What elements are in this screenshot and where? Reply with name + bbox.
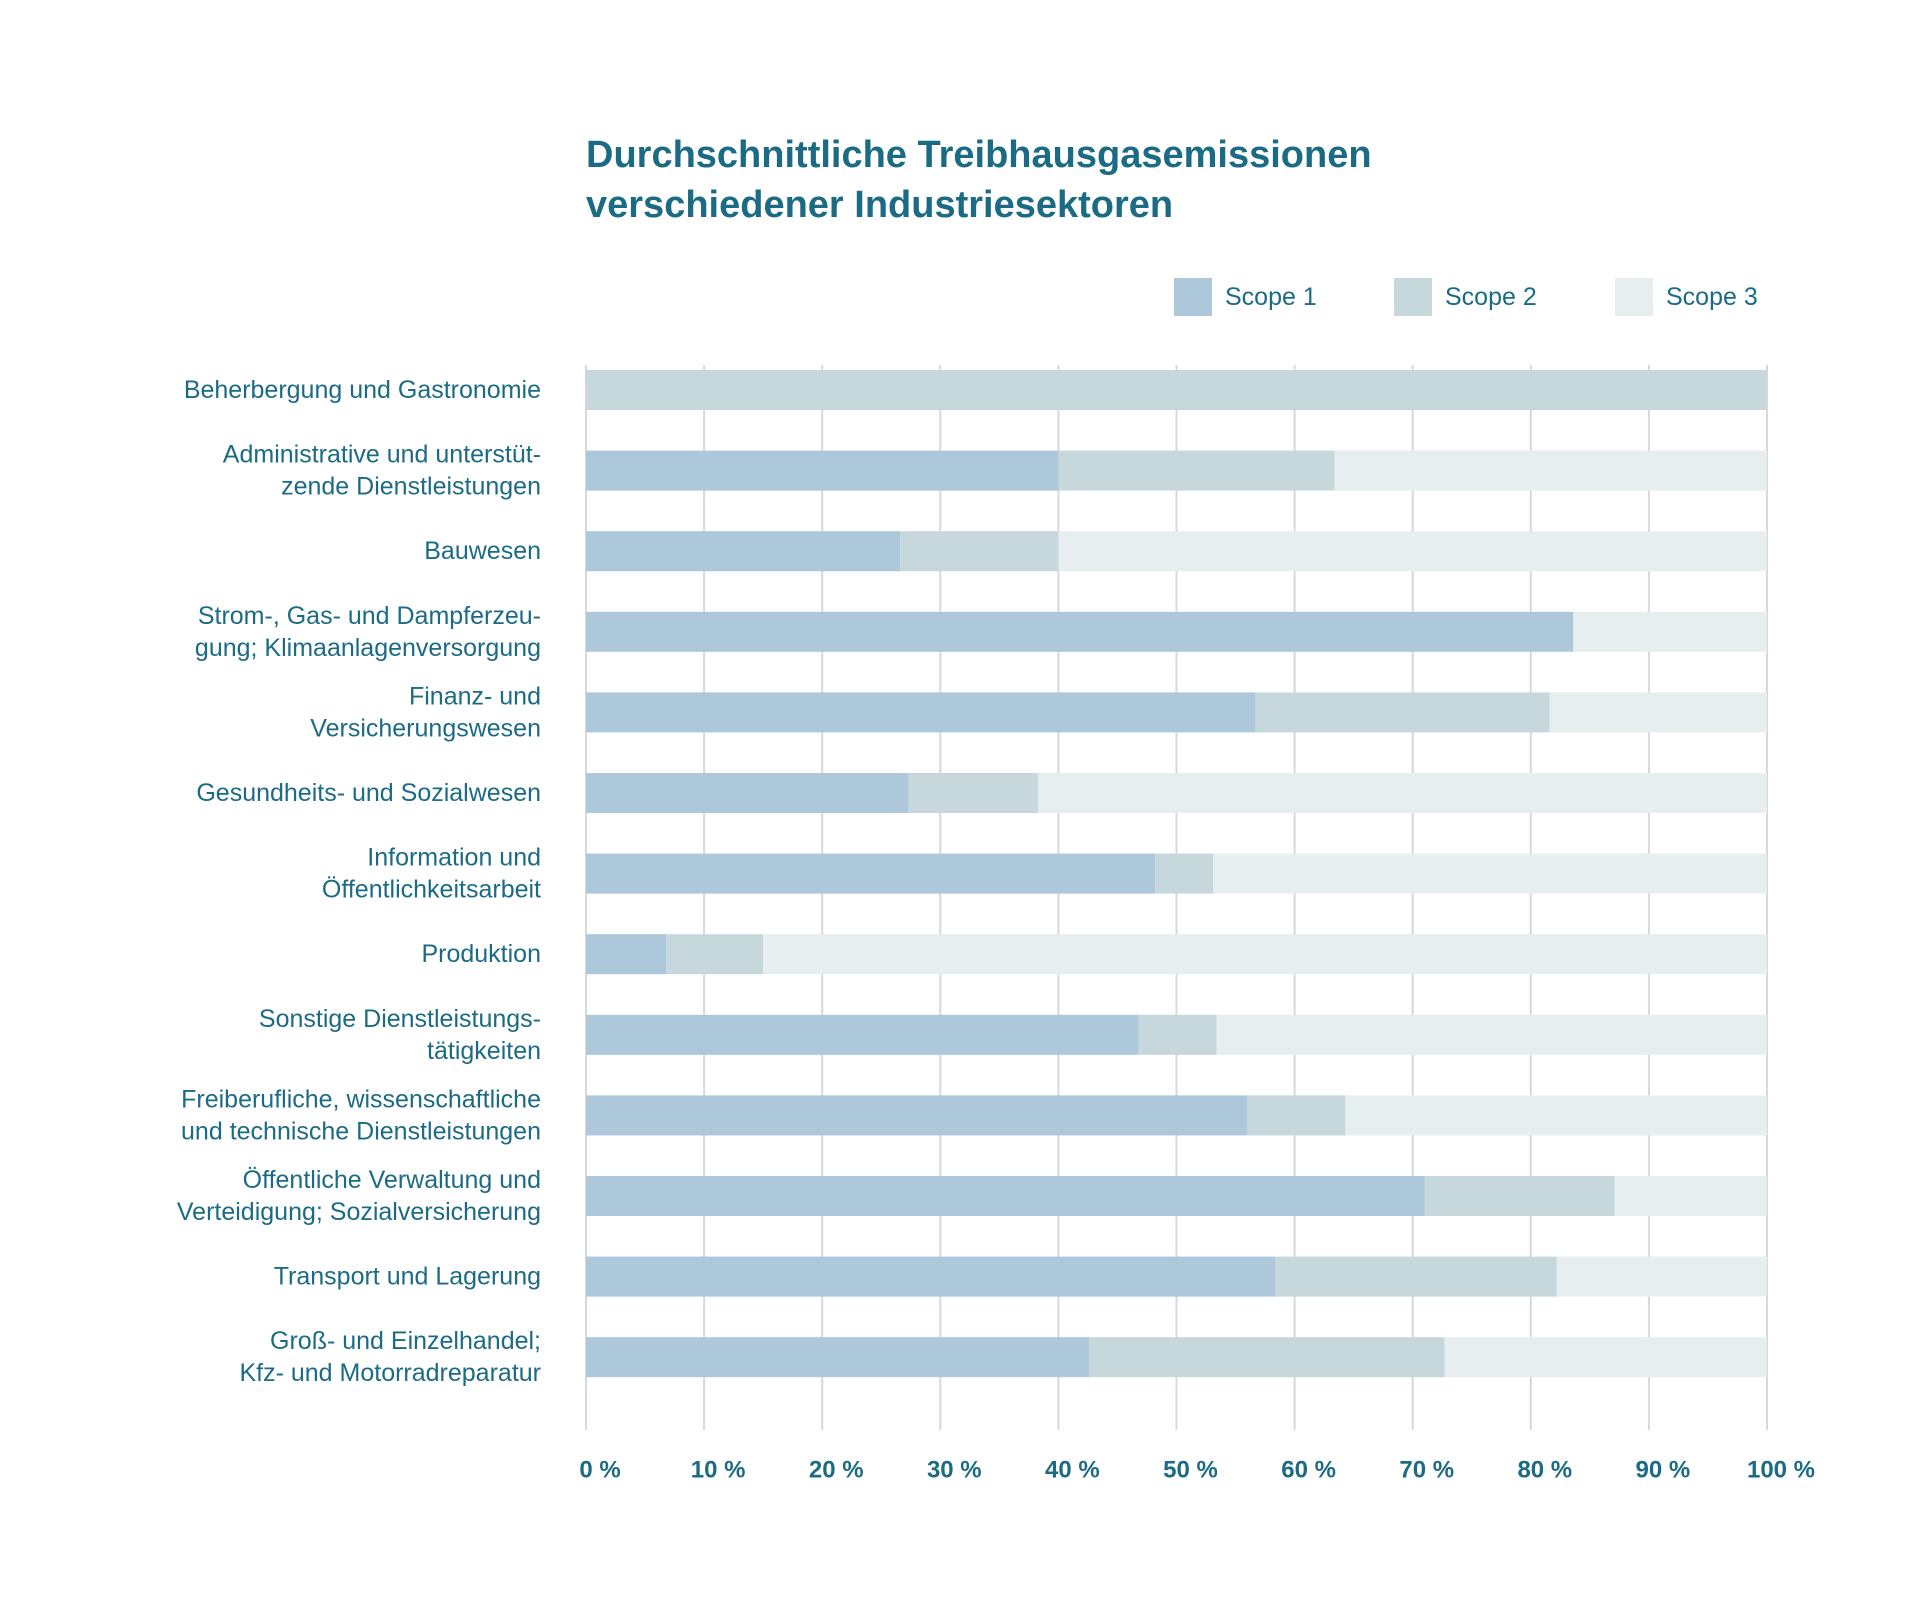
category-label-line: Finanz- und	[409, 682, 541, 710]
x-tick-label: 40 %	[1045, 1457, 1100, 1484]
category-label: Information und Öffentlichkeitsarbeit	[322, 844, 541, 904]
x-tick-label: 30 %	[927, 1457, 982, 1484]
legend-swatch-scope-3	[1615, 278, 1653, 316]
bar-segment-scope-2	[586, 370, 1767, 410]
category-label-line: gung; Klimaanlagenversorgung	[195, 634, 541, 662]
bar-segment-scope-3	[1444, 1337, 1767, 1378]
category-label-line: Administrative und unterstüt-	[223, 441, 541, 469]
bar-segment-scope-1	[586, 934, 667, 975]
x-tick-label: 50 %	[1163, 1457, 1218, 1484]
category-label: Finanz- und Versicherungswesen	[310, 682, 541, 742]
bar-segment-scope-3	[1345, 1095, 1767, 1136]
bar-segment-scope-1	[586, 1095, 1248, 1136]
bar-segment-scope-3	[1213, 853, 1767, 894]
x-tick-label: 0 %	[579, 1457, 620, 1484]
bar-segment-scope-2	[900, 531, 1059, 572]
category-label-line: tätigkeiten	[427, 1037, 541, 1065]
legend-swatch-scope-1	[1174, 278, 1212, 316]
category-label-line: Öffentliche Verwaltung und	[243, 1166, 541, 1194]
category-label: Transport und Lagerung	[274, 1263, 541, 1291]
category-label-line: Produktion	[421, 940, 541, 968]
bar-segment-scope-1	[586, 853, 1156, 894]
bar-segment-scope-2	[1255, 692, 1550, 733]
bar-segment-scope-1	[586, 773, 909, 813]
bar-segment-scope-1	[586, 1337, 1090, 1378]
bar-segment-scope-2	[1138, 1014, 1217, 1055]
category-label: Sonstige Dienstleistungs-tätigkeiten	[259, 1005, 541, 1065]
x-tick-label: 10 %	[691, 1457, 746, 1484]
category-label: Strom-, Gas- und Dampferzeu-gung; Klimaa…	[195, 602, 541, 662]
category-label: Öffentliche Verwaltung und Verteidigung; …	[177, 1166, 541, 1226]
category-label: Gesundheits- und Sozialwesen	[196, 779, 541, 807]
bar-segment-scope-1	[586, 611, 1574, 652]
category-label-line: Transport und Lagerung	[274, 1263, 541, 1291]
x-tick-label: 70 %	[1399, 1457, 1454, 1484]
legend-label-scope-1: Scope 1	[1225, 283, 1317, 311]
legend-label-scope-2: Scope 2	[1445, 283, 1537, 311]
category-label-line: zende Dienstleistungen	[281, 473, 541, 501]
bar-segment-scope-1	[586, 450, 1059, 491]
chart-title-line-1: Durchschnittliche Treibhausgasemissionen	[586, 134, 1372, 176]
category-label-line: Verteidigung; Sozialversicherung	[177, 1198, 541, 1226]
category-label-line: Strom-, Gas- und Dampferzeu-	[198, 602, 541, 630]
bar-segment-scope-2	[1424, 1176, 1615, 1216]
bar-segment-scope-1	[586, 531, 901, 572]
category-label-line: Kfz- und Motorradreparatur	[239, 1359, 541, 1387]
category-label: Beherbergung und Gastronomie	[184, 376, 541, 404]
bar-segment-scope-3	[763, 934, 1767, 975]
category-label-line: Freiberufliche, wissenschaftliche	[181, 1085, 541, 1113]
x-tick-label: 20 %	[809, 1457, 864, 1484]
x-tick-label: 60 %	[1281, 1457, 1336, 1484]
category-label: Groß- und Einzelhandel; Kfz- und Motorrad…	[239, 1327, 541, 1387]
category-label: Bauwesen	[424, 537, 541, 565]
bar-segment-scope-1	[586, 1256, 1276, 1297]
category-label-line: Versicherungswesen	[310, 714, 541, 742]
bar-segment-scope-2	[1247, 1095, 1346, 1136]
bar-segment-scope-3	[1549, 692, 1767, 733]
bar-segment-scope-3	[1334, 450, 1767, 491]
bar-segment-scope-2	[666, 934, 764, 975]
x-tick-label: 90 %	[1636, 1457, 1691, 1484]
bar-segment-scope-3	[1573, 611, 1767, 652]
bar-segment-scope-2	[1089, 1337, 1445, 1378]
legend-swatch-scope-2	[1394, 278, 1432, 316]
category-label: Administrative und unterstüt-zende Diens…	[223, 441, 541, 501]
category-label-line: Beherbergung und Gastronomie	[184, 376, 541, 404]
category-label-line: Gesundheits- und Sozialwesen	[196, 779, 541, 807]
category-label-line: Groß- und Einzelhandel;	[270, 1327, 541, 1355]
category-label-line: Sonstige Dienstleistungs-	[259, 1005, 541, 1033]
bar-segment-scope-3	[1556, 1256, 1767, 1297]
legend-label-scope-3: Scope 3	[1666, 283, 1758, 311]
bar-segment-scope-2	[908, 773, 1039, 813]
bar-segment-scope-3	[1216, 1014, 1767, 1055]
bar-segment-scope-1	[586, 1176, 1425, 1216]
bar-segment-scope-2	[1155, 853, 1214, 894]
bar-segment-scope-3	[1058, 531, 1767, 572]
bar-segment-scope-3	[1038, 773, 1767, 813]
category-label-line: und technische Dienstleistungen	[181, 1117, 541, 1145]
bar-segment-scope-2	[1275, 1256, 1557, 1297]
x-tick-label: 100 %	[1747, 1457, 1815, 1484]
category-label-line: Bauwesen	[424, 537, 541, 565]
bar-segment-scope-1	[586, 1014, 1139, 1055]
category-label: Freiberufliche, wissenschaftliche und tec…	[181, 1085, 541, 1145]
bar-segment-scope-3	[1614, 1176, 1767, 1216]
x-tick-label: 80 %	[1517, 1457, 1572, 1484]
bar-segment-scope-1	[586, 692, 1256, 733]
category-label-line: Information und	[367, 844, 541, 872]
category-label: Produktion	[421, 940, 541, 968]
chart-title-line-2: verschiedener Industriesektoren	[586, 184, 1174, 226]
category-label-line: Öffentlichkeitsarbeit	[322, 876, 541, 904]
bar-segment-scope-2	[1058, 450, 1335, 491]
